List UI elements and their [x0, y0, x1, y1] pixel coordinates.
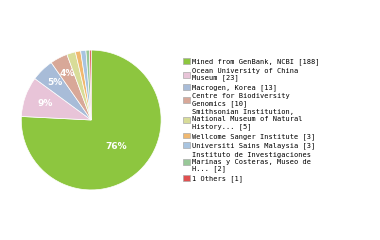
Text: 9%: 9% — [37, 99, 53, 108]
Wedge shape — [81, 50, 91, 120]
Wedge shape — [67, 52, 91, 120]
Wedge shape — [89, 50, 91, 120]
Wedge shape — [86, 50, 91, 120]
Text: 4%: 4% — [59, 69, 74, 78]
Wedge shape — [75, 51, 91, 120]
Wedge shape — [51, 54, 91, 120]
Text: 5%: 5% — [47, 78, 62, 87]
Wedge shape — [35, 63, 91, 120]
Legend: Mined from GenBank, NCBI [188], Ocean University of China
Museum [23], Macrogen,: Mined from GenBank, NCBI [188], Ocean Un… — [182, 57, 321, 183]
Wedge shape — [21, 79, 91, 120]
Wedge shape — [21, 50, 161, 190]
Text: 76%: 76% — [105, 142, 127, 151]
